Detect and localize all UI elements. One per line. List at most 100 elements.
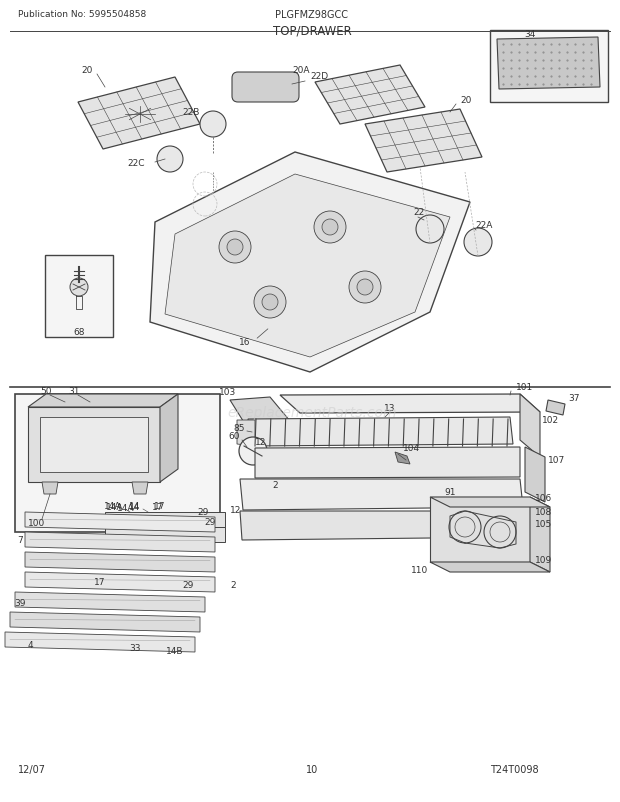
FancyBboxPatch shape	[232, 73, 299, 103]
Circle shape	[70, 278, 88, 297]
Text: 2: 2	[230, 581, 236, 589]
Polygon shape	[5, 632, 195, 652]
Text: 14: 14	[130, 501, 141, 510]
Text: 17: 17	[154, 501, 166, 510]
Text: 12: 12	[230, 505, 241, 514]
Polygon shape	[132, 482, 148, 494]
Circle shape	[322, 220, 338, 236]
Text: 100: 100	[28, 518, 45, 528]
Text: 22C: 22C	[128, 158, 145, 168]
Polygon shape	[150, 153, 470, 373]
Bar	[45, 256, 113, 338]
Polygon shape	[546, 400, 565, 415]
Polygon shape	[430, 497, 530, 562]
Polygon shape	[395, 452, 410, 464]
Circle shape	[349, 272, 381, 304]
Text: 16: 16	[239, 338, 250, 346]
Text: 106: 106	[535, 493, 552, 502]
Text: 37: 37	[568, 394, 580, 403]
Polygon shape	[280, 395, 540, 414]
Circle shape	[227, 240, 243, 256]
Circle shape	[464, 229, 492, 257]
Text: 14B: 14B	[166, 646, 184, 655]
Circle shape	[157, 147, 183, 172]
Polygon shape	[497, 38, 600, 90]
Text: 103: 103	[219, 387, 237, 396]
Text: 14A: 14A	[104, 501, 122, 510]
Polygon shape	[42, 482, 58, 494]
Polygon shape	[25, 553, 215, 573]
Text: 22B: 22B	[183, 107, 200, 117]
Text: 12/07: 12/07	[18, 764, 46, 774]
Text: 91: 91	[445, 488, 456, 496]
Polygon shape	[165, 175, 450, 358]
Circle shape	[239, 437, 267, 465]
Text: 33: 33	[129, 643, 141, 652]
Text: 29: 29	[182, 581, 193, 589]
Polygon shape	[240, 512, 525, 541]
Text: 13: 13	[384, 403, 396, 412]
Text: 31: 31	[68, 387, 79, 395]
Text: 7: 7	[17, 535, 23, 545]
Text: 20A: 20A	[293, 66, 310, 75]
Polygon shape	[240, 480, 523, 510]
Text: 17: 17	[94, 577, 106, 586]
Text: 105: 105	[535, 520, 552, 529]
Text: 101: 101	[516, 383, 533, 391]
Polygon shape	[40, 418, 148, 472]
Text: 14A: 14A	[117, 504, 135, 512]
Polygon shape	[520, 395, 540, 457]
Text: 14A: 14A	[106, 502, 124, 512]
Text: 22A: 22A	[475, 221, 492, 229]
Polygon shape	[230, 398, 295, 432]
Polygon shape	[525, 448, 545, 502]
Polygon shape	[248, 418, 513, 447]
Circle shape	[416, 216, 444, 244]
Text: 14: 14	[130, 502, 141, 512]
Polygon shape	[365, 110, 482, 172]
Text: 109: 109	[535, 555, 552, 565]
Text: 108: 108	[535, 508, 552, 516]
Text: 110: 110	[412, 565, 428, 574]
Polygon shape	[237, 420, 255, 447]
Polygon shape	[105, 528, 225, 542]
Polygon shape	[430, 562, 550, 573]
Polygon shape	[25, 533, 215, 553]
Circle shape	[357, 280, 373, 296]
Text: 4: 4	[27, 640, 33, 649]
Text: 20: 20	[81, 66, 92, 75]
Text: 29: 29	[205, 517, 216, 526]
Polygon shape	[10, 612, 200, 632]
Text: 10: 10	[306, 764, 318, 774]
Text: 102: 102	[542, 415, 559, 424]
Circle shape	[254, 286, 286, 318]
Text: T24T0098: T24T0098	[490, 764, 539, 774]
Text: PLGFMZ98GCC: PLGFMZ98GCC	[275, 10, 348, 20]
Text: 50: 50	[40, 387, 51, 395]
Text: 107: 107	[548, 456, 565, 464]
Polygon shape	[28, 407, 160, 482]
Circle shape	[200, 111, 226, 138]
Text: TOP/DRAWER: TOP/DRAWER	[273, 24, 352, 37]
Text: 12: 12	[255, 437, 267, 447]
Polygon shape	[28, 395, 178, 407]
Polygon shape	[25, 573, 215, 592]
Polygon shape	[105, 512, 225, 528]
Text: 39: 39	[14, 598, 26, 607]
Polygon shape	[25, 512, 215, 533]
Bar	[490, 31, 608, 103]
Text: 104: 104	[403, 444, 420, 452]
Text: eReplacementParts.com: eReplacementParts.com	[228, 406, 397, 419]
Text: 29: 29	[197, 508, 209, 516]
Polygon shape	[78, 78, 200, 150]
Polygon shape	[15, 592, 205, 612]
Text: 2: 2	[272, 480, 278, 489]
Text: 20: 20	[460, 96, 471, 105]
Polygon shape	[160, 395, 178, 482]
Circle shape	[314, 212, 346, 244]
Polygon shape	[430, 497, 550, 508]
Text: 22: 22	[414, 208, 425, 217]
Text: 60: 60	[229, 431, 240, 440]
Circle shape	[262, 294, 278, 310]
Text: 22D: 22D	[310, 72, 328, 81]
